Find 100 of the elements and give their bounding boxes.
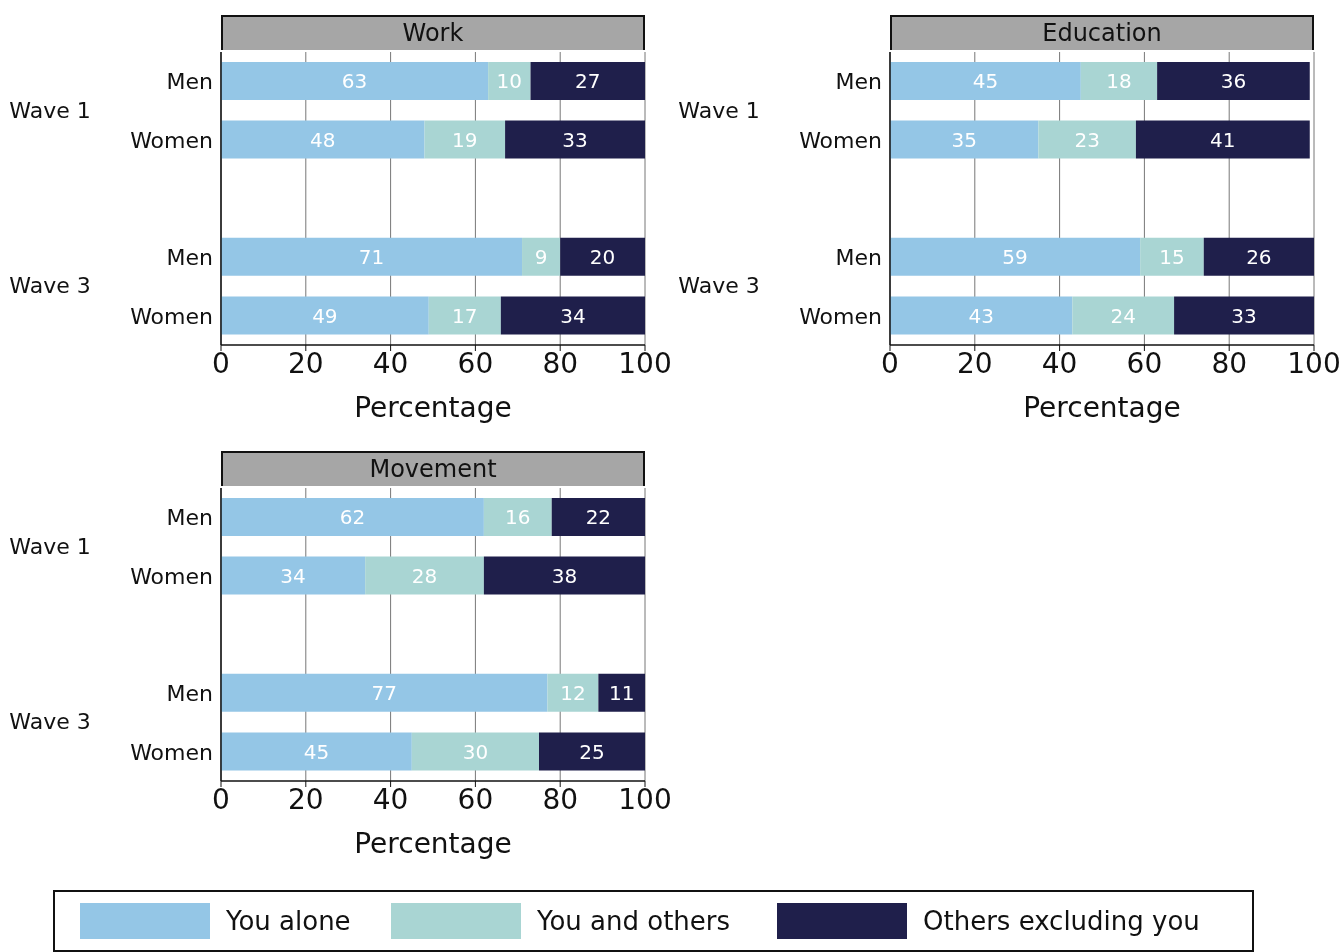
data-label: 77 [371,680,397,705]
x-axis-title: Percentage [354,391,512,424]
x-tick-label: 100 [618,782,672,816]
bar [547,673,599,712]
x-tick-label: 100 [1287,346,1340,380]
x-tick-label: 60 [457,346,494,380]
bar [483,556,645,595]
x-tick-label: 20 [956,346,993,380]
data-label: 19 [452,127,478,152]
y-tick-label: Women [799,127,882,153]
text: Wave 1 [8,96,92,125]
bar [890,62,1081,100]
bar [1080,62,1158,100]
data-label: 27 [575,69,601,94]
data-label: 41 [1210,127,1236,152]
y-tick-label: Men [835,244,882,270]
data-label: 22 [585,505,612,530]
y-tick-label: Women [130,563,213,589]
x-tick-label: 40 [372,782,409,816]
y-tick-label: Women [130,127,213,153]
data-label: 15 [1159,244,1185,269]
legend-label: You and others [536,906,731,936]
text: Wave 1 [8,532,92,561]
bar [890,237,1141,276]
bar [890,296,1073,335]
data-label: 63 [341,69,368,94]
bar [505,120,645,159]
data-label: 62 [339,505,366,530]
text: Wave 3 [677,272,761,301]
text: Wave 3 [8,272,92,301]
text: Wave 3 [8,708,92,737]
bar [428,296,501,335]
bar [221,498,484,536]
y-tick-label: Men [166,69,213,95]
bar [890,120,1039,159]
bar [221,62,489,100]
data-label: 38 [551,563,578,588]
x-tick-label: 20 [287,346,324,380]
data-label: 17 [452,303,478,328]
x-axis-title: Percentage [354,827,512,860]
y-tick-label: Men [166,505,213,531]
data-label: 24 [1110,303,1136,328]
data-label: 48 [310,127,336,152]
bar [221,732,412,771]
data-label: 71 [358,244,385,269]
bar [1203,237,1314,276]
y-tick-label: Women [130,303,213,329]
legend-label: You alone [225,906,351,936]
data-label: 16 [505,505,531,530]
data-label: 43 [968,303,994,328]
bar [1038,120,1136,159]
data-label: 33 [1231,303,1257,328]
bar [522,237,561,276]
bar [365,556,484,595]
data-label: 18 [1106,69,1132,94]
bar [488,62,531,100]
bar [1072,296,1175,335]
bar [411,732,539,771]
data-label: 34 [560,303,586,328]
bar [221,296,429,335]
x-tick-label: 60 [457,782,494,816]
bar [221,673,548,712]
y-tick-label: Men [835,69,882,95]
bar [221,556,366,595]
y-tick-label: Women [799,303,882,329]
bar [530,62,645,100]
data-label: 11 [608,680,635,705]
x-tick-label: 0 [212,782,230,816]
bar [539,732,645,771]
data-label: 59 [1002,244,1028,269]
data-label: 49 [312,303,338,328]
data-label: 45 [972,69,999,94]
x-tick-label: 0 [881,346,899,380]
x-tick-label: 60 [1126,346,1163,380]
data-label: 9 [534,244,548,269]
x-tick-label: 40 [372,346,409,380]
bar [1140,237,1204,276]
x-tick-label: 20 [287,782,324,816]
bar [483,498,552,536]
data-label: 33 [562,127,588,152]
data-label: 23 [1074,127,1100,152]
chart-title: Work [221,15,645,50]
chart-title: Movement [221,451,645,486]
legend-label: Others excluding you [923,906,1200,936]
x-tick-label: 100 [618,346,672,380]
x-tick-label: 80 [542,782,579,816]
text: Wave 1 [677,96,761,125]
data-label: 25 [579,739,605,764]
y-tick-label: Women [130,739,213,765]
bar [500,296,645,335]
data-label: 28 [411,563,438,588]
bar [221,237,523,276]
data-label: 10 [496,69,523,94]
bar [424,120,506,159]
data-label: 30 [462,739,489,764]
bar [1174,296,1314,335]
y-tick-label: Men [166,680,213,706]
x-tick-label: 80 [1211,346,1248,380]
data-label: 36 [1220,69,1247,94]
data-label: 45 [303,739,330,764]
